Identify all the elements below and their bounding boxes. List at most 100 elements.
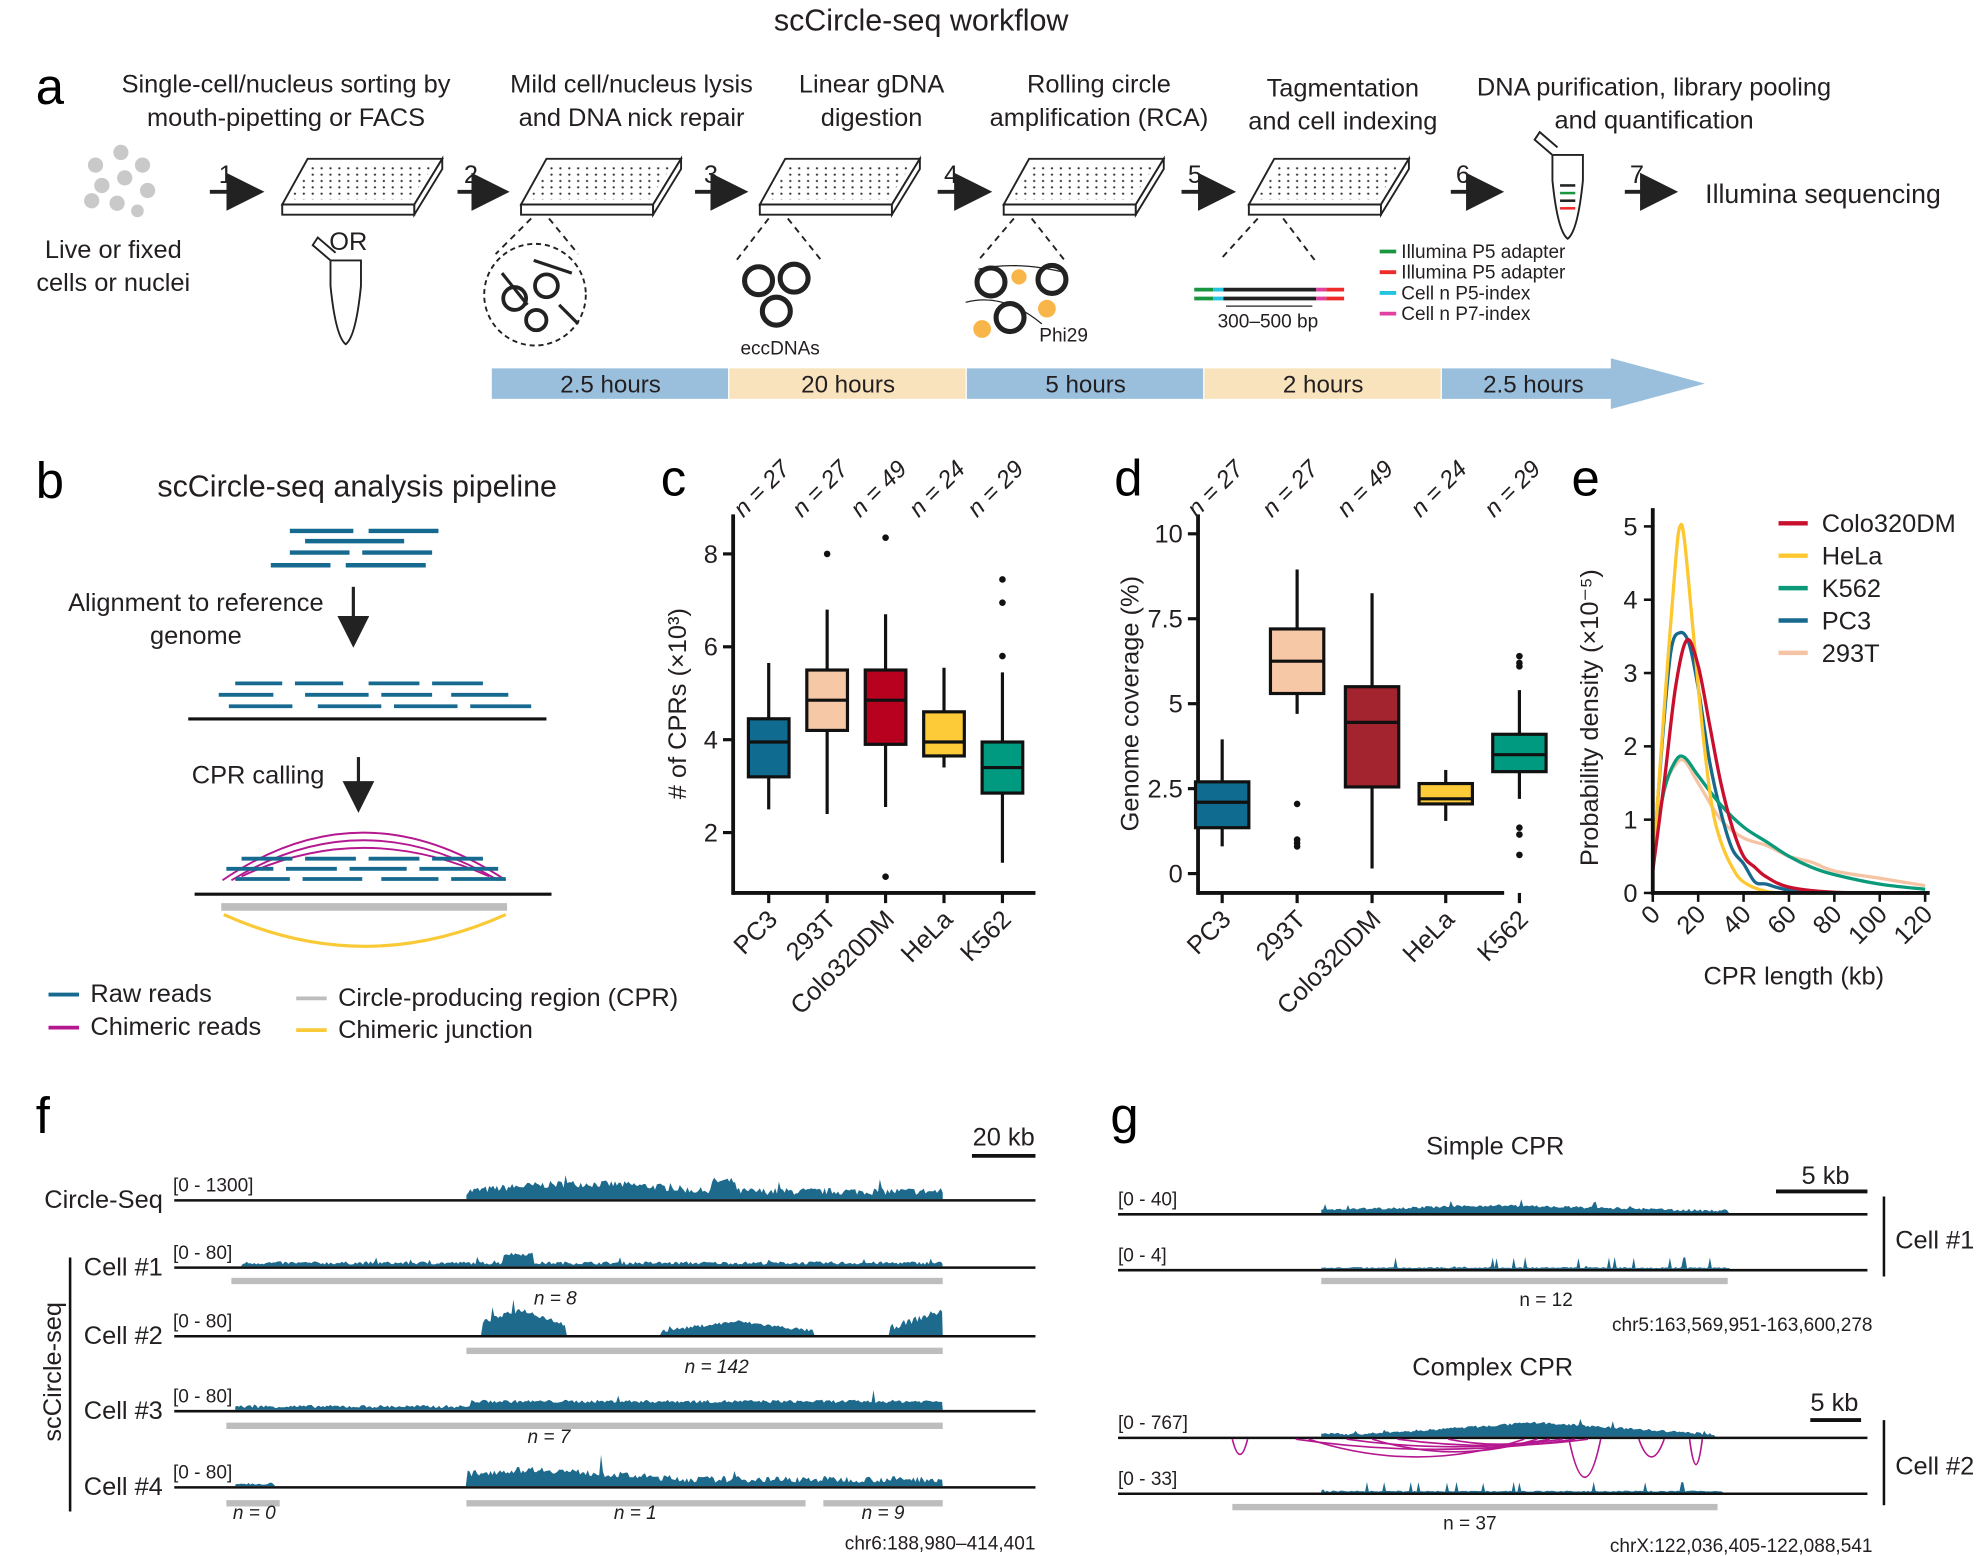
y-tick-label: 3 xyxy=(1623,660,1637,688)
series-line-HeLa xyxy=(1651,522,1790,895)
y-tick-label: 2 xyxy=(704,819,718,847)
track-range: [0 - 80] xyxy=(173,1386,232,1407)
outlier-point xyxy=(999,652,1006,660)
n-label: n = 27 xyxy=(787,454,855,522)
box-HeLa xyxy=(922,710,966,758)
step-number-5: 5 xyxy=(1188,161,1202,189)
complex-locus: chrX:122,036,405-122,088,541 xyxy=(1610,1536,1873,1556)
step-number-3: 3 xyxy=(704,161,718,189)
coverage-track xyxy=(466,1175,943,1200)
raw-reads-icon xyxy=(270,528,439,568)
cells-icon xyxy=(84,144,156,218)
n-label: n = 24 xyxy=(904,455,971,522)
pipeline-title: scCircle-seq analysis pipeline xyxy=(157,470,557,504)
outlier-point xyxy=(999,599,1006,606)
outlier-point xyxy=(1516,652,1523,660)
outlier-point xyxy=(1293,843,1301,850)
step-5-header-2: and cell indexing xyxy=(1248,108,1437,136)
panel-label-b: b xyxy=(36,452,64,509)
x-tick-label: 60 xyxy=(1762,900,1802,940)
y-axis-title: Genome coverage (%) xyxy=(1116,576,1144,831)
coverage-track xyxy=(1321,1199,1731,1214)
coverage-track xyxy=(235,1299,943,1335)
track-name: Cell #4 xyxy=(84,1473,163,1501)
y-axis-title: Probability density (×10⁻⁵) xyxy=(1576,569,1604,866)
track-range: [0 - 767] xyxy=(1118,1413,1188,1434)
fragment-size-label: 300–500 bp xyxy=(1218,312,1319,333)
box-Colo320DM xyxy=(863,668,908,746)
legend-label: HeLa xyxy=(1822,543,1884,571)
x-tick-label: 293T xyxy=(1251,905,1312,966)
legend-label: Illumina P5 adapter xyxy=(1401,263,1566,284)
chimeric-arc xyxy=(1397,1438,1589,1447)
n-label: n = 29 xyxy=(1479,455,1546,522)
n-label: n = 49 xyxy=(845,455,912,522)
chimeric-arc xyxy=(1638,1438,1665,1458)
outlier-point xyxy=(1293,800,1301,808)
start-label-2: cells or nuclei xyxy=(36,269,190,297)
tagmentation-inset xyxy=(1194,217,1345,307)
alignment-step-2: genome xyxy=(150,622,242,650)
chimeric-arc xyxy=(1568,1438,1602,1478)
n-label: n = 7 xyxy=(528,1427,572,1448)
phi29-label: Phi29 xyxy=(1039,326,1088,347)
legend-label: Colo320DM xyxy=(1822,510,1956,538)
group-label: scCircle-seq xyxy=(39,1302,67,1442)
y-tick-label: 2 xyxy=(1623,733,1637,761)
step-2-header-2: and DNA nick repair xyxy=(519,104,745,132)
x-tick-label: 20 xyxy=(1672,900,1712,940)
panel-b: b scCircle-seq analysis pipeline Alignme… xyxy=(36,452,678,1044)
box-HeLa xyxy=(1417,781,1474,806)
step-1-header: Single-cell/nucleus sorting by xyxy=(122,71,451,99)
n-label: n = 29 xyxy=(962,455,1029,522)
step-number-7: 7 xyxy=(1630,161,1644,189)
complex-cpr-title: Complex CPR xyxy=(1412,1354,1573,1382)
chimeric-arcs xyxy=(221,831,507,882)
coverage-track xyxy=(1321,1256,1731,1269)
timeline-segment xyxy=(1204,368,1441,399)
track-range: [0 - 80] xyxy=(173,1243,232,1264)
outlier-point xyxy=(1516,831,1523,838)
x-tick-label: PC3 xyxy=(728,905,783,960)
plate-icon xyxy=(281,157,444,216)
x-tick-label: K562 xyxy=(1472,905,1534,967)
step-5-header: Tagmentation xyxy=(1267,75,1419,103)
x-tick-label: 80 xyxy=(1808,900,1848,940)
n-label: n = 9 xyxy=(862,1503,905,1524)
panel-label-f: f xyxy=(36,1087,51,1144)
y-tick-label: 5 xyxy=(1169,691,1183,719)
cpr-bar xyxy=(1232,1503,1718,1511)
panel-label-e: e xyxy=(1571,449,1599,506)
scale-bar-label: 20 kb xyxy=(973,1124,1035,1152)
coverage-track xyxy=(235,1252,943,1267)
n-label: n = 27 xyxy=(1257,454,1325,522)
n-label: n = 27 xyxy=(728,454,796,522)
chimeric-arc xyxy=(1448,1438,1551,1446)
complex-cell-label: Cell #2 xyxy=(1895,1453,1974,1481)
n-label: n = 24 xyxy=(1405,455,1472,522)
step-3-header: Linear gDNA xyxy=(799,71,944,99)
n-label: n = 49 xyxy=(1332,455,1399,522)
rca-inset xyxy=(965,217,1069,338)
y-tick-label: 1 xyxy=(1623,807,1637,835)
timeline-label: 2 hours xyxy=(1283,371,1363,398)
chimeric-arc xyxy=(1231,1438,1249,1456)
timeline-arrow xyxy=(1441,358,1705,410)
x-tick-label: 0 xyxy=(1636,900,1666,930)
start-label: Live or fixed xyxy=(45,236,182,264)
cpr-bar xyxy=(466,1347,943,1355)
complex-n-label: n = 37 xyxy=(1443,1513,1497,1534)
y-tick-label: 4 xyxy=(704,727,718,755)
simple-cell-label: Cell #1 xyxy=(1895,1227,1974,1255)
x-tick-label: 40 xyxy=(1717,900,1757,940)
lysis-inset xyxy=(483,217,587,347)
step-1-header-2: mouth-pipetting or FACS xyxy=(147,104,425,132)
aligned-reads xyxy=(218,681,532,709)
chimeric-arc xyxy=(1346,1438,1563,1448)
track-name: Circle-Seq xyxy=(44,1186,163,1214)
panel-label-d: d xyxy=(1114,449,1142,506)
ecc-inset xyxy=(733,217,825,328)
figure-title: scCircle-seq workflow xyxy=(774,3,1070,37)
plate-icon xyxy=(758,157,921,216)
complex-arcs xyxy=(1231,1438,1704,1478)
